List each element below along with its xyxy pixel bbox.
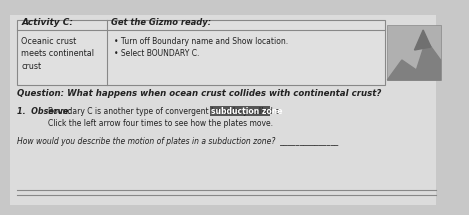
Text: • Turn off Boundary name and Show location.: • Turn off Boundary name and Show locati… [114, 37, 288, 46]
Text: Get the Gizmo ready:: Get the Gizmo ready: [111, 18, 212, 27]
Text: Question: What happens when ocean crust collides with continental crust?: Question: What happens when ocean crust … [17, 89, 382, 98]
Text: Oceanic crust
meets continental
crust: Oceanic crust meets continental crust [21, 37, 94, 71]
Text: .: . [271, 107, 273, 116]
Polygon shape [415, 30, 431, 50]
FancyBboxPatch shape [210, 106, 270, 115]
Text: Boundary C is another type of convergent boundary called a: Boundary C is another type of convergent… [48, 107, 283, 116]
FancyBboxPatch shape [387, 25, 440, 80]
Polygon shape [387, 40, 440, 80]
Text: Activity C:: Activity C: [21, 18, 73, 27]
Text: subduction zone: subduction zone [211, 107, 283, 116]
Text: 1.  Observe:: 1. Observe: [17, 107, 72, 116]
FancyBboxPatch shape [10, 15, 436, 205]
Text: How would you describe the motion of plates in a subduction zone?  _____________: How would you describe the motion of pla… [17, 137, 339, 146]
Text: Click the left arrow four times to see how the plates move.: Click the left arrow four times to see h… [48, 119, 273, 128]
FancyBboxPatch shape [17, 20, 386, 85]
Text: • Select BOUNDARY C.: • Select BOUNDARY C. [114, 49, 200, 58]
